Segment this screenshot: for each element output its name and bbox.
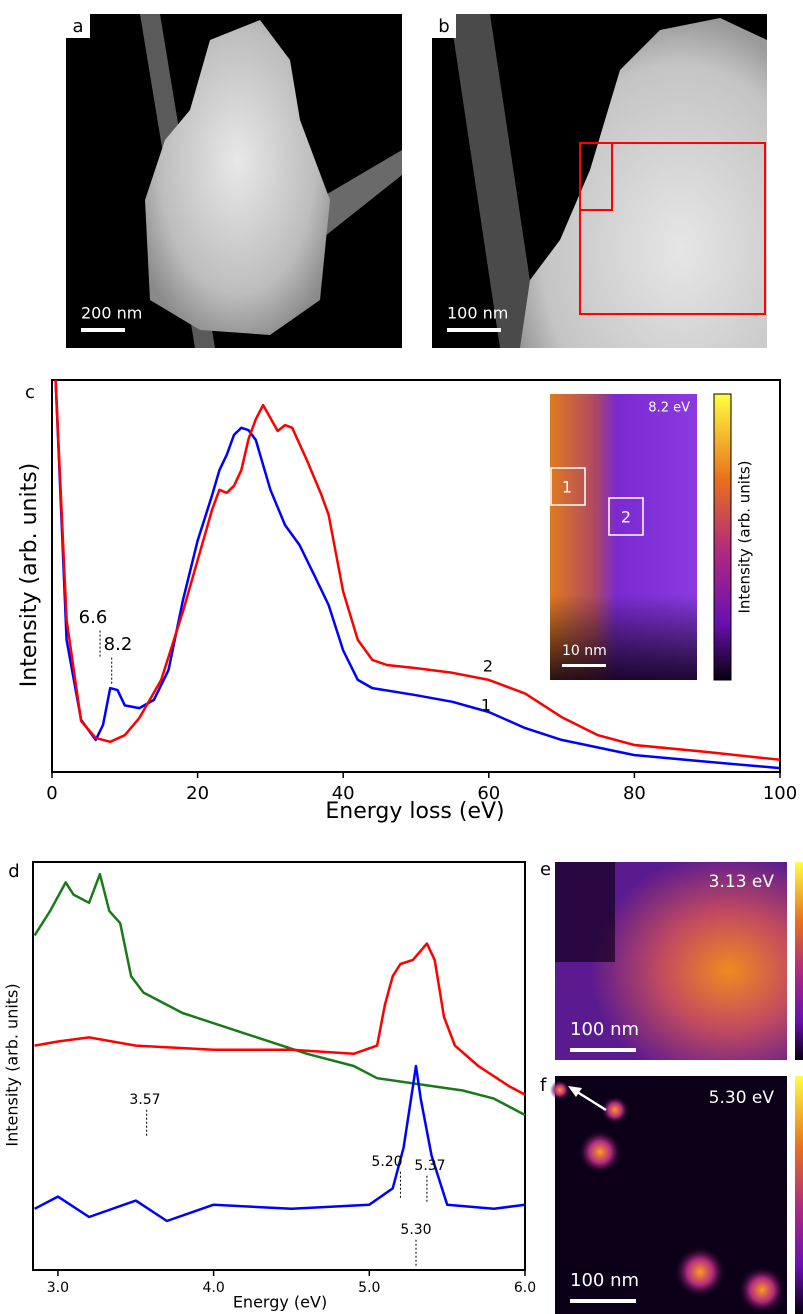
inset: 8.2 eV 1 2 10 nm Intensity (arb. units) [550, 393, 754, 681]
scale-bar [570, 1299, 636, 1303]
energy-label: 3.13 eV [709, 872, 775, 892]
region-box [550, 467, 586, 506]
annotation: 3.57 [129, 1092, 160, 1108]
x-tick-label: 60 [477, 783, 500, 804]
inset-energy: 8.2 eV [648, 401, 690, 416]
arrow-head [568, 1086, 582, 1097]
region-label: 2 [621, 508, 631, 527]
annotation: 6.6 [79, 607, 108, 628]
colorbar [795, 1076, 803, 1314]
inset-shade [550, 394, 697, 680]
hotspot [578, 1130, 622, 1174]
panel-label: d [8, 861, 19, 882]
series-line [54, 379, 781, 762]
x-tick-label: 5.0 [358, 1280, 380, 1296]
support-film [450, 14, 540, 348]
scale-label: 200 nm [81, 304, 142, 323]
annotation: 5.37 [414, 1158, 445, 1174]
panel-b: b 100 nm [432, 14, 767, 348]
x-tick-label: 100 [763, 783, 797, 804]
annotation: 5.20 [371, 1154, 402, 1170]
series-line [33, 872, 526, 1117]
x-tick-label: 6.0 [514, 1280, 536, 1296]
y-axis-label: Intensity (arb. units) [3, 983, 22, 1146]
x-tick-label: 80 [623, 783, 646, 804]
panel-label: e [540, 859, 551, 880]
energy-label: 5.30 eV [709, 1088, 775, 1108]
plot-frame [51, 379, 781, 773]
series-line [54, 379, 781, 770]
series-label: 1 [481, 696, 491, 715]
x-tick-label: 0 [46, 783, 57, 804]
series-line [34, 1064, 526, 1223]
region-box [608, 497, 644, 536]
x-axis-label: Energy (eV) [233, 1293, 327, 1312]
particle [520, 18, 767, 348]
annotation: 8.2 [104, 634, 133, 655]
hotspot [674, 1246, 726, 1298]
panel-a: a 200 nm [66, 14, 402, 348]
region-label: 1 [562, 478, 572, 497]
scale-bar [570, 1048, 636, 1052]
panel-label: c [25, 382, 35, 403]
colorbar [795, 862, 803, 1060]
label-box [66, 14, 90, 38]
x-tick-label: 40 [332, 783, 355, 804]
scale-label: 100 nm [570, 1019, 639, 1040]
y-axis-label: Intensity (arb. units) [17, 463, 42, 687]
panel-label: b [438, 16, 449, 37]
colorbar-label: Intensity (arb. units) [736, 460, 754, 613]
x-tick-label: 4.0 [202, 1280, 224, 1296]
plot-frame [32, 861, 526, 1271]
annotation: 5.30 [400, 1222, 431, 1238]
hotspot [738, 1266, 786, 1314]
map-dark [555, 862, 615, 962]
hotspot [601, 1096, 629, 1124]
roi-box [579, 142, 766, 315]
hotspot [550, 1080, 570, 1100]
x-axis-label: Energy loss (eV) [325, 799, 504, 824]
roi-box [579, 142, 613, 211]
scale-bar [562, 664, 606, 667]
label-box [432, 14, 456, 38]
series-line [34, 942, 526, 1096]
particle [145, 20, 330, 335]
scale-label: 100 nm [447, 304, 508, 323]
scale-label: 100 nm [570, 1270, 639, 1291]
series-label: 2 [483, 657, 493, 676]
panel-label: a [72, 16, 83, 37]
arrow [573, 1088, 607, 1112]
scale-label: 10 nm [562, 643, 607, 659]
panel-e: e 3.13 eV 100 nm [540, 859, 803, 1060]
panel-f: f 5.30 eV 100 nm [540, 1075, 803, 1314]
scale-bar [447, 328, 501, 332]
x-tick-label: 20 [186, 783, 209, 804]
panel-label: f [540, 1075, 547, 1096]
x-tick-label: 3.0 [47, 1280, 69, 1296]
colorbar [713, 393, 732, 681]
scale-bar [81, 328, 125, 332]
